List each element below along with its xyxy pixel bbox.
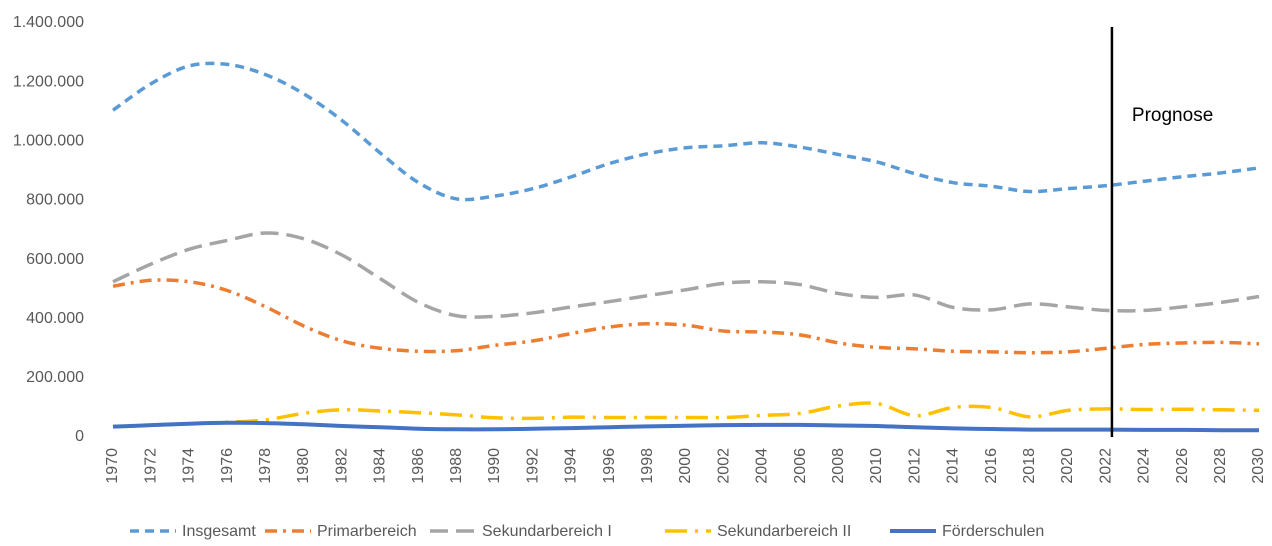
x-tick-label: 2020 (1059, 448, 1076, 484)
x-tick-label: 1978 (257, 448, 274, 484)
x-tick-label: 2028 (1212, 448, 1229, 484)
x-tick-label: 2016 (983, 448, 1000, 484)
y-tick-label: 0 (75, 428, 84, 445)
x-tick-label: 1986 (410, 448, 427, 484)
y-tick-label: 600.000 (26, 251, 84, 268)
x-tick-label: 1970 (104, 448, 121, 484)
x-tick-label: 1974 (181, 448, 198, 484)
x-tick-label: 2000 (677, 448, 694, 484)
x-tick-label: 1980 (295, 448, 312, 484)
x-tick-label: 2030 (1250, 448, 1267, 484)
y-tick-label: 400.000 (26, 310, 84, 327)
series-line (112, 420, 1260, 433)
series-line (112, 231, 1260, 319)
y-tick-label: 200.000 (26, 369, 84, 386)
series-line (111, 61, 1260, 202)
x-tick-label: 2018 (1021, 448, 1038, 484)
x-tick-label: 1990 (486, 448, 503, 484)
x-tick-label: 1996 (601, 448, 618, 484)
legend-label: Sekundarbereich II (717, 523, 851, 540)
x-tick-label: 1988 (448, 448, 465, 484)
legend-label: Primarbereich (317, 523, 417, 540)
x-tick-label: 2010 (868, 448, 885, 484)
series-line (112, 401, 1260, 429)
x-tick-label: 2004 (754, 448, 771, 484)
x-tick-label: 2022 (1097, 448, 1114, 484)
forecast-label: Prognose (1132, 105, 1213, 126)
y-tick-label: 1.400.000 (13, 14, 84, 31)
x-tick-label: 2012 (906, 448, 923, 484)
x-tick-label: 1972 (142, 448, 159, 484)
x-tick-label: 1992 (524, 448, 541, 484)
x-tick-label: 2008 (830, 448, 847, 484)
x-tick-label: 1998 (639, 448, 656, 484)
x-tick-label: 2024 (1136, 448, 1153, 484)
legend-label: Insgesamt (182, 523, 256, 540)
y-tick-label: 1.000.000 (13, 133, 84, 150)
x-tick-label: 2014 (945, 448, 962, 484)
x-tick-label: 1982 (333, 448, 350, 484)
y-tick-label: 1.200.000 (13, 73, 84, 90)
legend-label: Sekundarbereich I (482, 523, 612, 540)
x-tick-label: 2026 (1174, 448, 1191, 484)
y-tick-label: 800.000 (26, 192, 84, 209)
series-line (112, 278, 1260, 355)
legend-label: Förderschulen (942, 523, 1044, 540)
x-tick-label: 2002 (715, 448, 732, 484)
x-tick-label: 1994 (563, 448, 580, 484)
x-tick-label: 2006 (792, 448, 809, 484)
x-tick-label: 1976 (219, 448, 236, 484)
x-tick-label: 1984 (372, 448, 389, 484)
